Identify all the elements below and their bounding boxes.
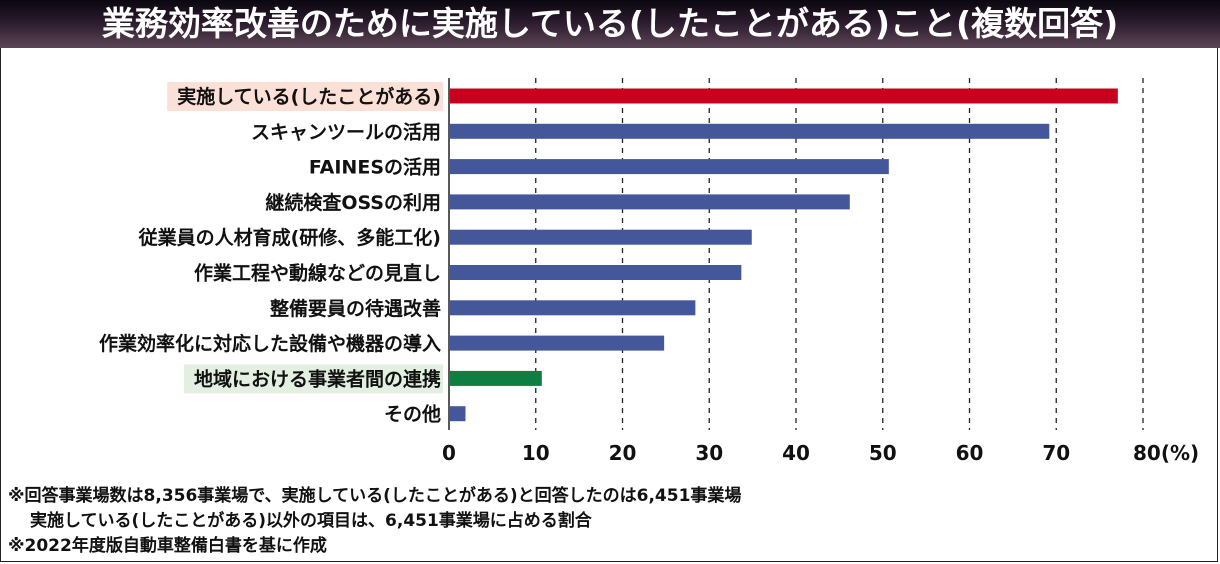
x-tick-label: 60 [956,441,984,465]
x-tick-label: 50 [869,441,897,465]
x-tick-label: 10 [522,441,550,465]
category-labels: 実施している(したことがある) スキャンツールの活用 FAINESの活用継続検査OS… [99,85,441,426]
bar [450,88,1118,104]
x-tick-label: 80(%) [1133,441,1199,465]
bar [450,265,742,280]
bar [450,406,466,422]
bar [450,370,542,386]
label-highlight [167,82,443,111]
label-highlight [183,364,443,394]
bar [450,159,889,175]
chart-title: 業務効率改善のために実施している(したことがある)こと(複数回答) [101,4,1119,43]
category-label: 地域における事業者間の連携 [194,367,441,390]
footnote-2: 実施している(したことがある)以外の項目は、6,451事業場に占める割合 [30,511,592,531]
bar [450,123,1050,139]
category-label: 継続検査OSSの利用 [265,191,441,214]
x-tick-labels: 0 10 20 30 40 50 60 70 80(%) [442,441,1199,465]
bar [450,300,696,316]
x-tick-label: 30 [695,441,723,465]
bars [450,88,1118,422]
category-label: 実施している(したことがある) [177,85,441,108]
bar [450,229,752,245]
footnote-3: ※2022年度版自動車整備白書を基に作成 [8,536,327,556]
category-label: スキャンツールの活用 [251,120,441,143]
category-label: その他 [384,403,441,426]
category-label: 作業工程や動線などの見直し [194,262,441,285]
x-tick-label: 70 [1042,441,1070,465]
category-label: 整備要員の待遇改善 [270,297,441,320]
x-tick-label: 40 [782,441,810,465]
footnote-1: ※回答事業場数は8,356事業場で、実施している(したことがある)と回答したのは… [8,486,742,506]
bar-chart: 実施している(したことがある) スキャンツールの活用 FAINESの活用継続検査OS… [99,78,1199,465]
x-tick-label: 20 [609,441,637,465]
category-label: 従業員の人材育成(研修、多能工化) [138,226,441,249]
category-label: 作業効率化に対応した設備や機器の導入 [99,332,441,355]
bar [450,335,665,351]
title-bar: 業務効率改善のために実施している(したことがある)こと(複数回答) [0,0,1220,48]
bar [450,194,850,210]
footnotes: ※回答事業場数は8,356事業場で、実施している(したことがある)と回答したのは… [8,484,741,559]
label-highlights [167,82,443,394]
category-label: FAINESの活用 [309,156,441,179]
x-tick-label: 0 [442,441,456,465]
